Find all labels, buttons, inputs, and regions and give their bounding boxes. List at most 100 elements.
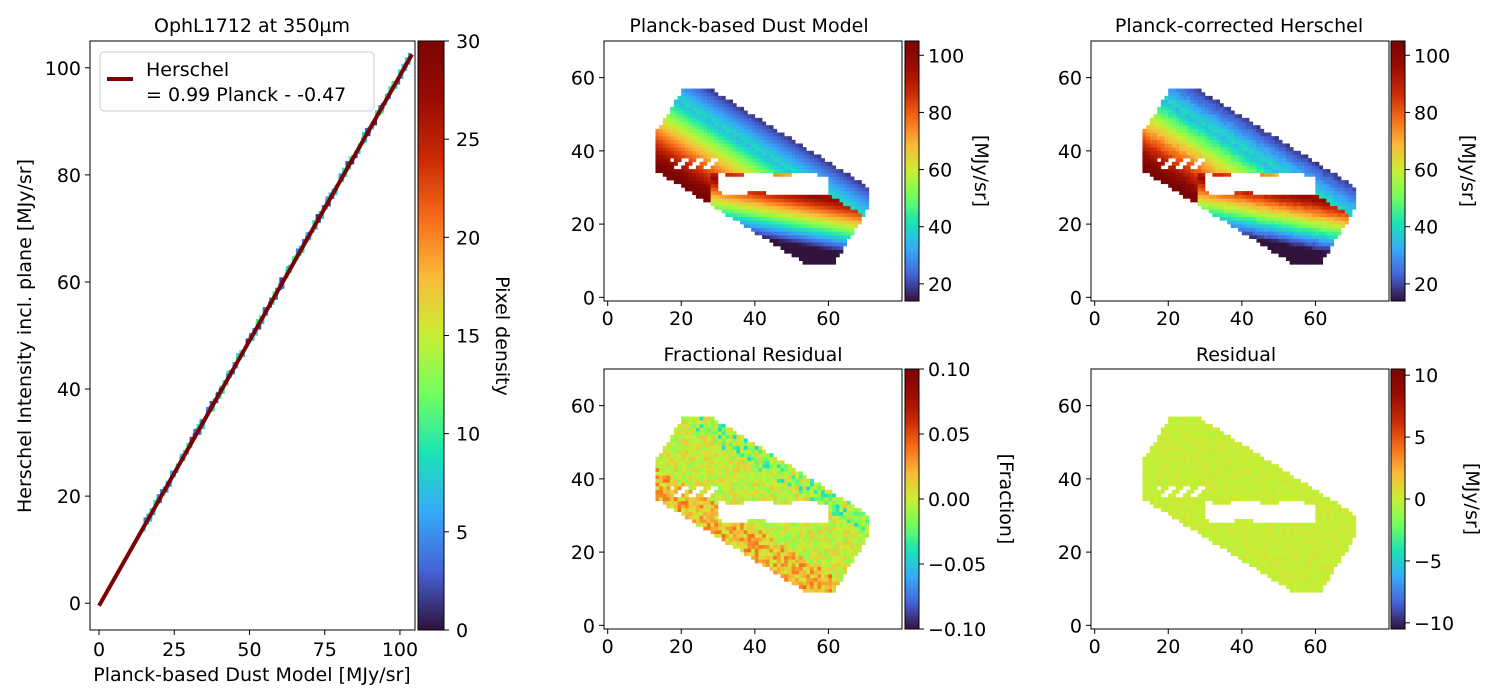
map-pixel bbox=[670, 434, 675, 439]
map-pixel bbox=[754, 198, 759, 203]
map-pixel bbox=[758, 220, 763, 225]
map-pixel bbox=[809, 209, 814, 214]
map-pixel bbox=[821, 209, 825, 214]
map-pixel bbox=[714, 522, 719, 527]
map-pixel bbox=[784, 500, 789, 505]
map-pixel bbox=[821, 246, 825, 250]
map-pixel bbox=[670, 121, 675, 126]
map-pixel bbox=[1256, 231, 1261, 236]
map-pixel bbox=[670, 161, 675, 166]
map-pixel bbox=[754, 128, 759, 133]
map-pixel bbox=[699, 423, 704, 428]
map-pixel bbox=[692, 139, 697, 144]
map-pixel bbox=[1193, 522, 1198, 527]
map-pixel bbox=[688, 154, 693, 159]
map-pixel bbox=[854, 511, 859, 516]
map-pixel bbox=[1208, 161, 1213, 166]
map-pixel bbox=[703, 106, 708, 111]
map-pixel bbox=[1190, 158, 1195, 163]
map-pixel bbox=[1164, 103, 1169, 108]
map-pixel bbox=[1153, 489, 1158, 494]
map-pixel bbox=[1146, 154, 1151, 159]
map-pixel bbox=[1197, 125, 1202, 130]
map-pixel bbox=[1219, 150, 1224, 155]
map-pixel bbox=[1201, 180, 1206, 185]
map-pixel bbox=[692, 423, 697, 428]
map-pixel bbox=[717, 169, 722, 174]
map-pixel bbox=[725, 172, 730, 177]
map-pixel bbox=[714, 423, 719, 428]
map-pixel bbox=[780, 500, 785, 505]
map-pixel bbox=[773, 489, 778, 494]
map-pixel bbox=[1157, 117, 1162, 122]
map-pixel bbox=[1208, 202, 1213, 207]
map-pixel bbox=[725, 533, 730, 538]
map-pixel bbox=[758, 464, 763, 469]
map-pixel bbox=[1341, 213, 1346, 218]
map-pixel bbox=[843, 570, 848, 575]
map-pixel bbox=[1182, 493, 1187, 498]
map-pixel bbox=[791, 143, 796, 148]
map-pixel bbox=[659, 482, 664, 487]
map-pixel bbox=[839, 227, 844, 232]
map-pixel bbox=[1197, 464, 1202, 469]
map-pixel bbox=[787, 563, 792, 567]
map-pixel bbox=[1175, 431, 1180, 436]
map-pixel bbox=[1182, 114, 1187, 119]
map-pixel bbox=[1182, 165, 1187, 170]
map-pixel bbox=[1285, 227, 1290, 232]
y-tick-label: 0 bbox=[69, 593, 81, 615]
map-pixel bbox=[798, 566, 803, 571]
map-pixel bbox=[817, 530, 822, 535]
map-pixel bbox=[1333, 194, 1338, 199]
map-pixel bbox=[673, 158, 678, 163]
map-pixel bbox=[710, 183, 715, 188]
map-pixel bbox=[751, 519, 756, 524]
map-pixel bbox=[802, 216, 807, 221]
map-pixel bbox=[659, 139, 664, 144]
map-pixel bbox=[1179, 427, 1184, 432]
map-pixel bbox=[740, 500, 745, 505]
map-pixel bbox=[1168, 467, 1173, 472]
map-pixel bbox=[1238, 213, 1243, 218]
map-pixel bbox=[861, 183, 866, 188]
map-pixel bbox=[747, 530, 752, 535]
map-pixel bbox=[751, 442, 756, 447]
map-pixel bbox=[1216, 150, 1221, 155]
map-pixel bbox=[795, 169, 800, 174]
map-pixel bbox=[843, 187, 848, 192]
map-pixel bbox=[1234, 220, 1239, 225]
map-pixel bbox=[714, 489, 719, 494]
map-pixel bbox=[1193, 180, 1198, 185]
map-pixel bbox=[729, 154, 734, 159]
map-pixel bbox=[714, 493, 719, 498]
map-pixel bbox=[1274, 150, 1279, 155]
map-pixel bbox=[861, 213, 866, 218]
map-pixel bbox=[780, 136, 785, 141]
colorbar-tick-label: 10 bbox=[456, 424, 480, 446]
map-pixel bbox=[699, 438, 704, 443]
map-pixel bbox=[751, 125, 756, 130]
map-pixel bbox=[821, 552, 825, 557]
map-pixel bbox=[758, 552, 763, 557]
map-pixel bbox=[773, 172, 778, 177]
map-pixel bbox=[1197, 453, 1202, 458]
map-pixel bbox=[736, 172, 741, 177]
map-pixel bbox=[854, 224, 859, 229]
map-pixel bbox=[1197, 147, 1202, 152]
map-pixel bbox=[1149, 125, 1154, 130]
map-pixel bbox=[824, 570, 829, 575]
map-pixel bbox=[787, 493, 792, 498]
map-pixel bbox=[791, 242, 796, 247]
map-pixel bbox=[670, 497, 675, 502]
map-pixel bbox=[1171, 438, 1176, 443]
map-pixel bbox=[795, 216, 800, 221]
map-pixel bbox=[1186, 172, 1191, 177]
map-pixel bbox=[736, 194, 741, 199]
map-pixel bbox=[776, 464, 781, 469]
map-pixel bbox=[706, 434, 711, 439]
map-pixel bbox=[1157, 125, 1162, 130]
map-pixel bbox=[1208, 423, 1213, 428]
map-pixel bbox=[1186, 176, 1191, 181]
map-pixel bbox=[681, 449, 686, 454]
